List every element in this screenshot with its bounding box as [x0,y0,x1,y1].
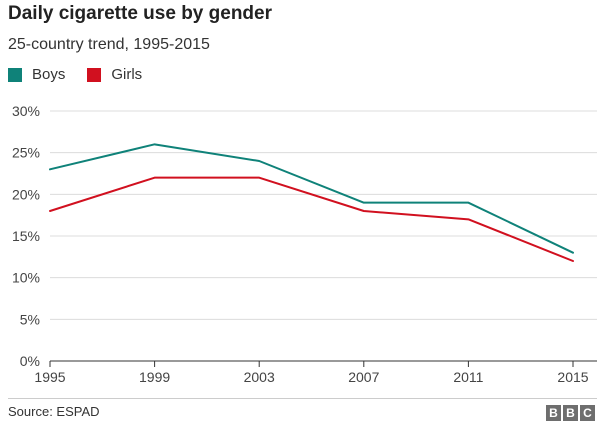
y-tick-label: 15% [12,228,40,244]
chart-title: Daily cigarette use by gender [8,3,272,24]
series-lines [49,143,574,262]
legend: Boys Girls [8,66,164,83]
bbc-logo-letter: B [563,405,578,421]
bbc-logo-letter: C [580,405,595,421]
y-tick-label: 20% [12,186,40,202]
x-tick-label: 2015 [557,369,588,385]
source-note: Source: ESPAD [8,404,100,419]
legend-label-girls: Girls [111,66,143,83]
x-tick-label: 1999 [139,369,170,385]
y-tick-label: 10% [12,270,40,286]
legend-item-boys: Boys [8,66,65,83]
series-line-girls [49,176,574,262]
legend-swatch-boys [8,67,22,82]
bbc-logo: B B C [544,405,595,421]
bbc-logo-letter: B [546,405,561,421]
chart-subtitle: 25-country trend, 1995-2015 [8,36,210,53]
legend-item-girls: Girls [87,66,142,83]
x-tick-label: 1995 [34,369,65,385]
series-line-boys [49,143,574,254]
x-axis-tick-labels: 1995 1999 2003 2007 2011 2015 [34,369,588,385]
x-tick-label: 2011 [453,369,483,385]
y-tick-label: 0% [20,353,40,369]
y-tick-label: 5% [20,311,40,327]
legend-label-boys: Boys [32,66,66,83]
x-tick-label: 2003 [244,369,275,385]
x-tick-label: 2007 [348,369,379,385]
y-tick-label: 25% [12,145,40,161]
y-tick-label: 30% [12,103,40,119]
y-axis-tick-labels: 0% 5% 10% 15% 20% 25% 30% [12,103,40,369]
legend-swatch-girls [87,67,102,82]
x-axis-ticks [49,361,574,367]
gridlines [50,110,597,362]
footer-divider [8,398,597,399]
